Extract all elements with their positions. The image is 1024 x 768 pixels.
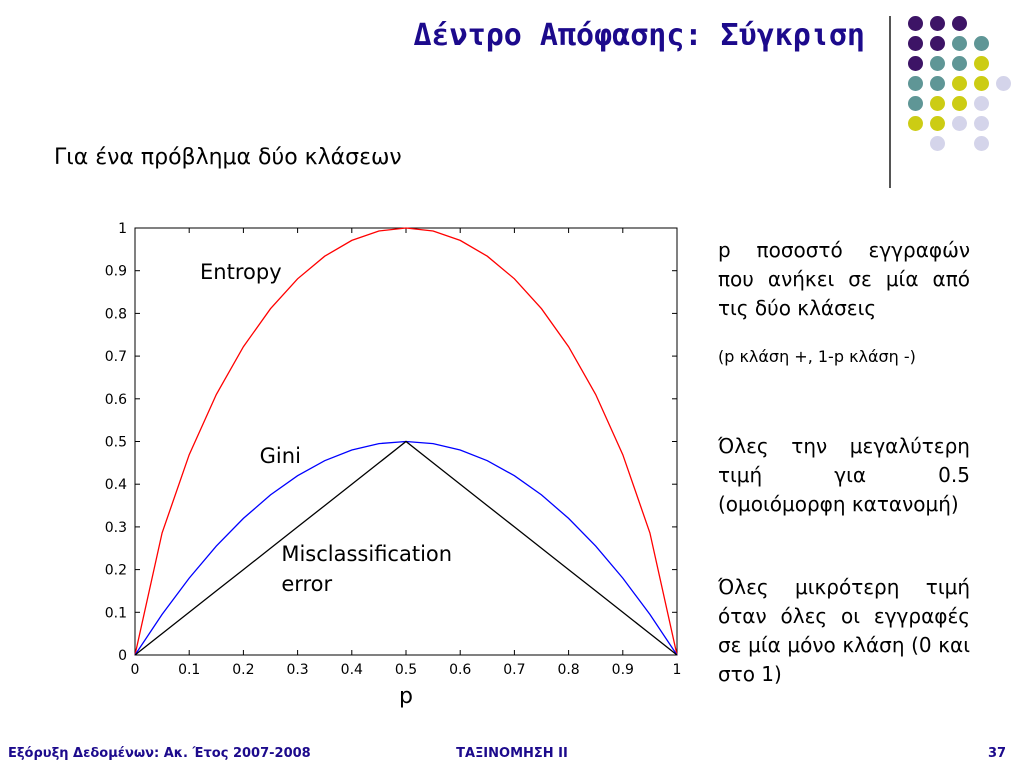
decorative-dot — [974, 76, 989, 91]
x-tick-label: 0.4 — [341, 662, 363, 678]
y-tick-label: 0 — [118, 648, 127, 664]
series-line-entropy — [134, 227, 678, 656]
x-tick-label: 0.9 — [612, 662, 634, 678]
decorative-dot — [952, 16, 967, 31]
footer-course: Εξόρυξη Δεδομένων: Ακ. Έτος 2007-2008 — [8, 746, 311, 761]
decorative-dot — [952, 76, 967, 91]
x-tick-label: 0.3 — [286, 662, 308, 678]
x-tick-label: 0.1 — [178, 662, 200, 678]
x-tick-label: 1 — [673, 662, 682, 678]
curve-annotation: Gini — [260, 444, 301, 468]
y-tick-label: 0.5 — [105, 435, 127, 451]
y-tick-label: 0.6 — [105, 392, 127, 408]
series-line-misclassification — [134, 440, 678, 656]
decorative-dot — [930, 76, 945, 91]
decorative-dot — [974, 36, 989, 51]
x-tick-label: 0.5 — [395, 662, 417, 678]
decorative-dot — [908, 36, 923, 51]
decorative-dot — [930, 56, 945, 71]
decorative-dot — [930, 96, 945, 111]
x-tick-label: 0.7 — [503, 662, 525, 678]
decorative-dot — [908, 96, 923, 111]
decorative-dot-grid — [900, 12, 1020, 182]
title-divider — [889, 16, 891, 188]
x-tick-label: 0 — [131, 662, 140, 678]
x-tick-label: 0.8 — [557, 662, 579, 678]
decorative-dot — [974, 96, 989, 111]
decorative-dot — [930, 16, 945, 31]
y-tick-label: 0.8 — [105, 306, 127, 322]
slide-subtitle: Για ένα πρόβλημα δύο κλάσεων — [54, 145, 402, 170]
decorative-dot — [996, 76, 1011, 91]
note-definition: p ποσοστό εγγραφών που ανήκει σε μία από… — [718, 238, 970, 320]
footer-section: ΤΑΞΙΝΟΜΗΣΗ ΙΙ — [456, 746, 568, 761]
y-tick-label: 0.7 — [105, 349, 127, 365]
decorative-dot — [974, 136, 989, 151]
y-tick-label: 0.9 — [105, 264, 127, 280]
decorative-dot — [952, 96, 967, 111]
slide-title: Δέντρο Απόφασης: Σύγκριση — [413, 18, 865, 53]
y-tick-label: 0.3 — [105, 520, 127, 536]
note-class-mapping: (p κλάση +, 1-p κλάση -) — [718, 347, 916, 366]
decorative-dot — [930, 116, 945, 131]
decorative-dot — [952, 36, 967, 51]
decorative-dot — [908, 56, 923, 71]
note-maximum: Όλες την μεγαλύτερη τιμή για 0.5 (ομοιόμ… — [718, 434, 970, 516]
decorative-dot — [952, 56, 967, 71]
footer-page-number: 37 — [988, 746, 1007, 761]
decorative-dot — [908, 76, 923, 91]
decorative-dot — [974, 116, 989, 131]
y-tick-label: 0.2 — [105, 563, 127, 579]
decorative-dot — [952, 116, 967, 131]
curve-annotation: error — [281, 572, 332, 596]
y-tick-label: 1 — [118, 221, 127, 237]
decorative-dot — [908, 16, 923, 31]
impurity-chart: 0 0.1 0.2 0.3 0.4 0.5 0.6 0.7 0.8 0.9 1 0 0.1 0.2 0.3 0… — [105, 221, 682, 709]
y-tick-label: 0.1 — [105, 605, 127, 621]
decorative-dot — [908, 116, 923, 131]
decorative-dot — [930, 36, 945, 51]
curve-annotation: Misclassification — [281, 542, 452, 566]
x-tick-label: 0.6 — [449, 662, 471, 678]
x-axis-label: p — [399, 684, 413, 709]
x-tick-label: 0.2 — [232, 662, 254, 678]
decorative-dot — [974, 56, 989, 71]
decorative-dot — [930, 136, 945, 151]
note-minimum: Όλες μικρότερη τιμή όταν όλες οι εγγραφέ… — [718, 575, 970, 686]
y-tick-label: 0.4 — [105, 477, 127, 493]
curve-annotation: Entropy — [200, 260, 282, 284]
